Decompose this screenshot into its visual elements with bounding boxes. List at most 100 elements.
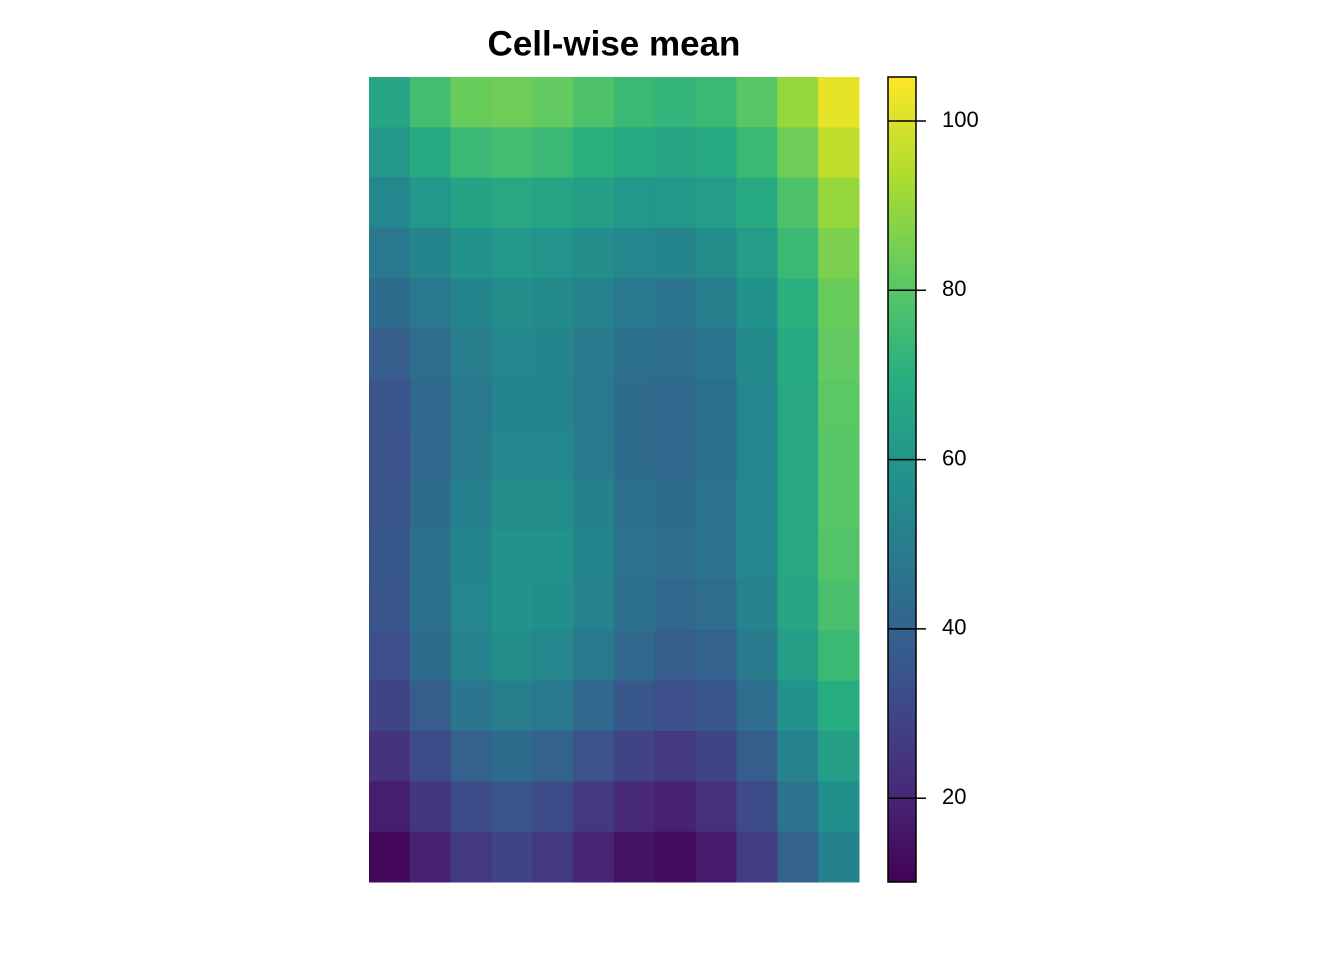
heatmap-cell <box>369 77 411 128</box>
heatmap-cell <box>654 278 697 330</box>
heatmap-cell <box>409 177 452 229</box>
heatmap-cell <box>818 580 860 631</box>
heatmap-cell <box>532 127 574 179</box>
heatmap-cell <box>369 680 411 732</box>
heatmap-cell <box>614 127 656 179</box>
heatmap-cell <box>654 429 697 480</box>
heatmap-cell <box>695 177 737 229</box>
heatmap-cell <box>614 378 656 430</box>
heatmap-cell <box>532 227 574 279</box>
heatmap-cell <box>409 529 452 581</box>
heatmap-cell <box>409 328 452 380</box>
heatmap-cell <box>818 278 860 330</box>
heatmap-cell <box>573 529 615 581</box>
heatmap-cell <box>369 630 411 682</box>
heatmap-cell <box>695 630 737 682</box>
heatmap-cell <box>777 77 819 128</box>
heatmap-cell <box>450 580 492 631</box>
heatmap-cell <box>369 127 411 179</box>
heatmap-cell <box>450 227 492 279</box>
heatmap-cell <box>450 278 492 330</box>
chart-title: Cell-wise mean <box>488 24 741 63</box>
heatmap-cell <box>818 529 860 581</box>
heatmap-cell <box>573 77 615 128</box>
heatmap-cell <box>450 529 492 581</box>
heatmap-cell <box>777 479 819 531</box>
heatmap-cell <box>614 680 656 732</box>
heatmap-cell <box>777 580 819 631</box>
heatmap-cell <box>777 278 819 330</box>
heatmap-cell <box>369 731 411 782</box>
heatmap-cell <box>818 680 860 732</box>
heatmap-cell <box>491 630 533 682</box>
heatmap-cell <box>450 328 492 380</box>
heatmap-cell <box>654 328 697 380</box>
heatmap-cell <box>491 731 533 782</box>
colorbar-tick-label: 100 <box>942 107 979 132</box>
heatmap-cell <box>736 429 778 480</box>
heatmap-cell <box>532 278 574 330</box>
heatmap-cell <box>695 580 737 631</box>
heatmap-cell <box>736 781 778 833</box>
heatmap-cell <box>573 278 615 330</box>
heatmap-cell <box>654 831 697 883</box>
heatmap-cell <box>695 227 737 279</box>
heatmap-cell <box>777 127 819 179</box>
heatmap-cell <box>777 177 819 229</box>
heatmap-cell <box>491 227 533 279</box>
heatmap-cell <box>409 731 452 782</box>
heatmap-cell <box>409 630 452 682</box>
heatmap-cell <box>532 831 574 883</box>
heatmap-cell <box>695 278 737 330</box>
heatmap-cell <box>818 77 860 128</box>
heatmap-cell <box>369 429 411 480</box>
heatmap-cell <box>491 328 533 380</box>
heatmap-cell <box>409 479 452 531</box>
heatmap-cell <box>369 378 411 430</box>
heatmap-cell <box>409 781 452 833</box>
heatmap-cell <box>409 77 452 128</box>
heatmap-cell <box>532 529 574 581</box>
heatmap-cell <box>573 781 615 833</box>
heatmap-cell <box>777 227 819 279</box>
heatmap-cell <box>736 328 778 380</box>
heatmap-cell <box>654 227 697 279</box>
heatmap-cell <box>450 630 492 682</box>
heatmap-cell <box>573 731 615 782</box>
heatmap-cell <box>450 429 492 480</box>
heatmap-cell <box>818 177 860 229</box>
heatmap-cell <box>614 77 656 128</box>
heatmap-cell <box>777 731 819 782</box>
heatmap-cell <box>777 328 819 380</box>
heatmap-cell <box>654 630 697 682</box>
heatmap-cell <box>369 831 411 883</box>
heatmap-cell <box>614 831 656 883</box>
heatmap-cell <box>777 831 819 883</box>
heatmap-cell <box>614 328 656 380</box>
heatmap-cell <box>777 630 819 682</box>
heatmap-cell <box>532 177 574 229</box>
heatmap-cell <box>777 378 819 430</box>
heatmap-cell <box>695 378 737 430</box>
heatmap-cell <box>736 278 778 330</box>
heatmap-cell <box>736 378 778 430</box>
heatmap-cell <box>614 731 656 782</box>
heatmap-cell <box>409 127 452 179</box>
heatmap-cell <box>491 680 533 732</box>
heatmap-cell <box>695 680 737 732</box>
heatmap-cell <box>532 77 574 128</box>
heatmap-cell <box>695 831 737 883</box>
heatmap-cell <box>654 680 697 732</box>
heatmap-cell <box>491 77 533 128</box>
heatmap-cell <box>736 831 778 883</box>
heatmap-cell <box>491 177 533 229</box>
heatmap-cell <box>450 177 492 229</box>
heatmap-cell <box>491 529 533 581</box>
colorbar-tick-label: 60 <box>942 445 966 470</box>
heatmap-cell <box>818 227 860 279</box>
heatmap-cell <box>777 529 819 581</box>
heatmap-cell <box>777 680 819 732</box>
heatmap-cell <box>614 479 656 531</box>
heatmap-cell <box>573 680 615 732</box>
heatmap-cell <box>614 177 656 229</box>
